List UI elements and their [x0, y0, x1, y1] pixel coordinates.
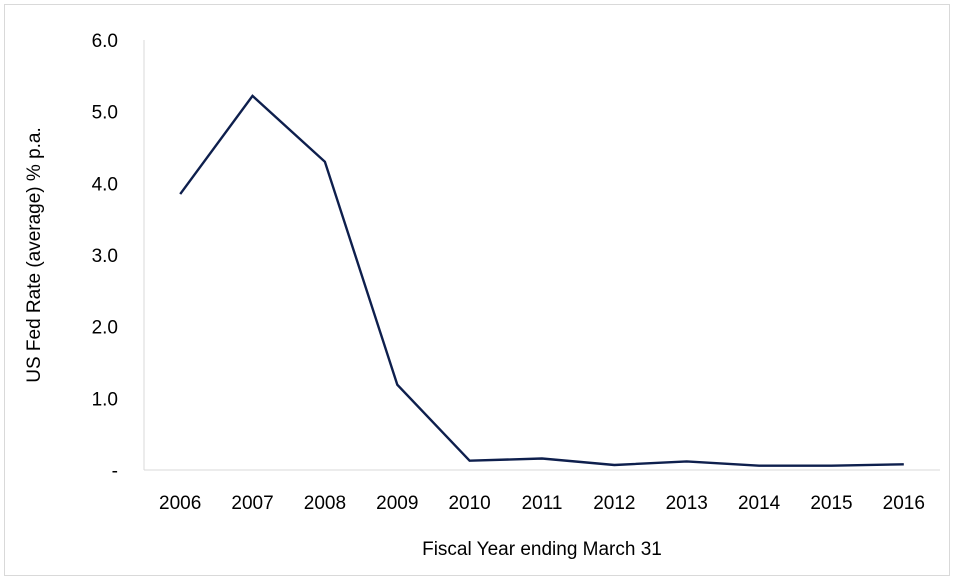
x-tick-label: 2007: [231, 493, 273, 514]
y-axis-title: US Fed Rate (average) % p.a.: [24, 127, 45, 383]
y-tick-label: -: [112, 461, 118, 482]
x-tick-label: 2013: [666, 493, 708, 514]
series-line: [179, 94, 904, 467]
x-tick-label: 2006: [159, 493, 201, 514]
y-tick-label: 5.0: [92, 103, 118, 124]
x-tick-label: 2009: [376, 493, 418, 514]
series-group: [179, 94, 904, 467]
x-tick-label: 2014: [738, 493, 781, 514]
y-tick-label: 1.0: [92, 389, 118, 410]
y-tick-label: 2.0: [92, 318, 118, 339]
x-tick-label: 2016: [883, 493, 925, 514]
x-tick-label: 2010: [448, 493, 490, 514]
chart-frame: [4, 4, 950, 576]
x-axis-title: Fiscal Year ending March 31: [422, 539, 662, 560]
x-tick-label: 2012: [593, 493, 635, 514]
x-axis-ticks: 2006 2007 2008 2009 2010 2011 2012 2013 2014 2015…: [159, 493, 925, 514]
y-tick-label: 6.0: [92, 31, 118, 52]
x-tick-label: 2011: [522, 493, 563, 514]
y-tick-label: 4.0: [92, 174, 118, 195]
y-tick-label: 3.0: [92, 246, 118, 267]
x-tick-label: 2008: [304, 493, 346, 514]
y-axis-ticks: - 1.0 2.0 3.0 4.0 5.0 6.0: [92, 31, 118, 482]
x-tick-label: 2015: [810, 493, 852, 514]
